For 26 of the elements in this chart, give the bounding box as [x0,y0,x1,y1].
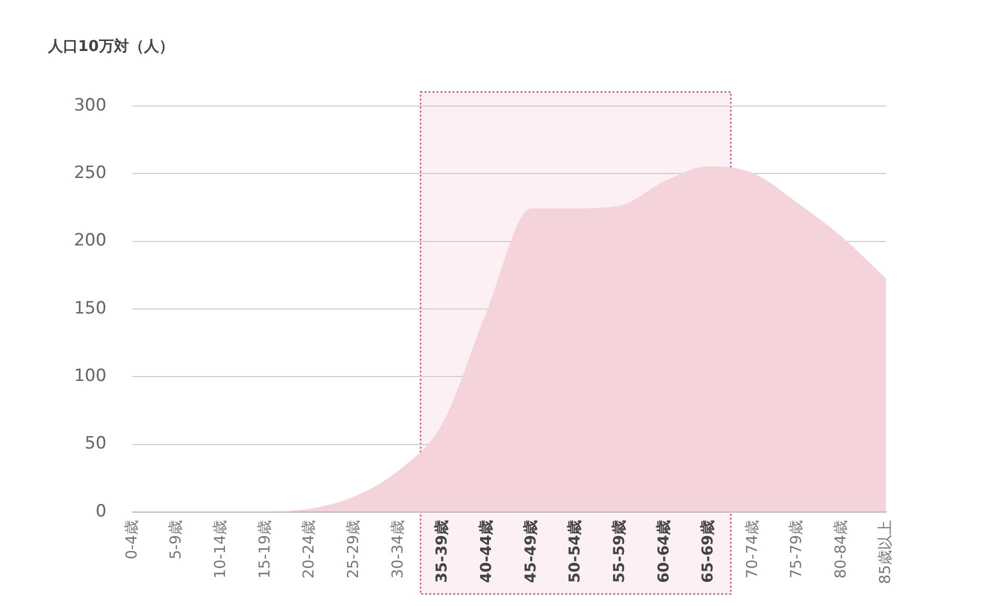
x-tick-label: 30-34歳 [388,520,406,579]
x-tick-label: 75-79歳 [787,520,806,579]
y-tick-label: 50 [84,434,106,454]
y-axis-title: 人口10万対（人） [47,36,174,55]
x-tick-label: 70-74歳 [742,520,761,579]
y-tick-label: 150 [74,298,106,318]
x-tick-label: 15-19歳 [255,520,274,579]
x-tick-label: 55-59歳 [610,520,628,583]
x-tick-label: 60-64歳 [654,520,672,583]
y-tick-label: 300 [74,95,106,116]
x-tick-label: 0-4歳 [122,520,140,560]
x-tick-label: 80-84歳 [832,520,850,579]
x-tick-label: 40-44歳 [476,520,495,583]
y-tick-label: 250 [74,163,106,184]
x-tick-label: 25-29歳 [344,520,362,579]
y-tick-label: 100 [74,366,106,386]
x-tick-label: 45-49歳 [521,520,540,583]
x-tick-label: 20-24歳 [300,520,318,579]
x-tick-label: 10-14歳 [210,520,229,579]
x-tick-label: 35-39歳 [432,520,451,583]
y-tick-label: 200 [74,230,106,251]
x-tick-label: 85歳以上 [876,520,894,584]
x-tick-label: 65-69歳 [698,520,717,583]
x-tick-label: 50-54歳 [566,520,584,583]
y-tick-label: 0 [96,501,106,522]
x-tick-label: 5-9歳 [166,520,185,560]
